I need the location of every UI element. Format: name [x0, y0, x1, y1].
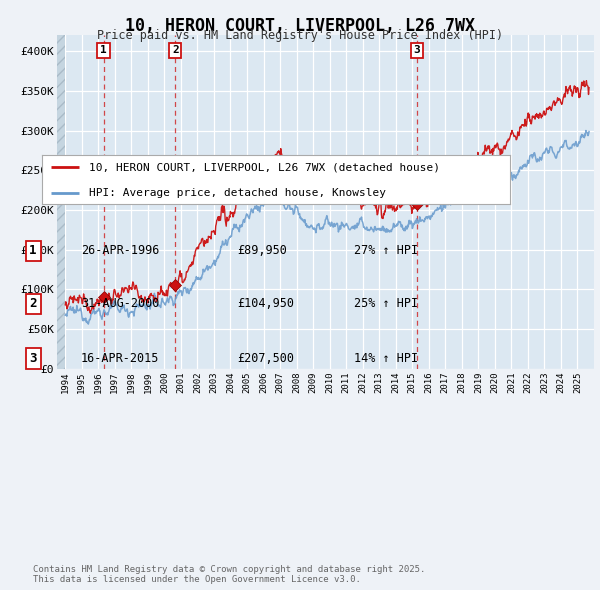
Text: 1: 1: [29, 244, 37, 257]
Text: Contains HM Land Registry data © Crown copyright and database right 2025.
This d: Contains HM Land Registry data © Crown c…: [33, 565, 425, 584]
Text: £207,500: £207,500: [237, 352, 294, 365]
Text: 1: 1: [100, 45, 107, 55]
Text: 10, HERON COURT, LIVERPOOL, L26 7WX (detached house): 10, HERON COURT, LIVERPOOL, L26 7WX (det…: [89, 162, 440, 172]
Text: 31-AUG-2000: 31-AUG-2000: [81, 297, 160, 310]
Text: 16-APR-2015: 16-APR-2015: [81, 352, 160, 365]
Text: 3: 3: [413, 45, 421, 55]
Text: 10, HERON COURT, LIVERPOOL, L26 7WX: 10, HERON COURT, LIVERPOOL, L26 7WX: [125, 17, 475, 35]
Text: £104,950: £104,950: [237, 297, 294, 310]
Text: HPI: Average price, detached house, Knowsley: HPI: Average price, detached house, Know…: [89, 188, 386, 198]
Text: £89,950: £89,950: [237, 244, 287, 257]
Text: Price paid vs. HM Land Registry's House Price Index (HPI): Price paid vs. HM Land Registry's House …: [97, 30, 503, 42]
Text: 2: 2: [172, 45, 179, 55]
Text: 25% ↑ HPI: 25% ↑ HPI: [354, 297, 418, 310]
Text: 26-APR-1996: 26-APR-1996: [81, 244, 160, 257]
Text: 3: 3: [29, 352, 37, 365]
Text: 14% ↑ HPI: 14% ↑ HPI: [354, 352, 418, 365]
Text: 27% ↑ HPI: 27% ↑ HPI: [354, 244, 418, 257]
Text: 2: 2: [29, 297, 37, 310]
Bar: [57, 35, 65, 369]
